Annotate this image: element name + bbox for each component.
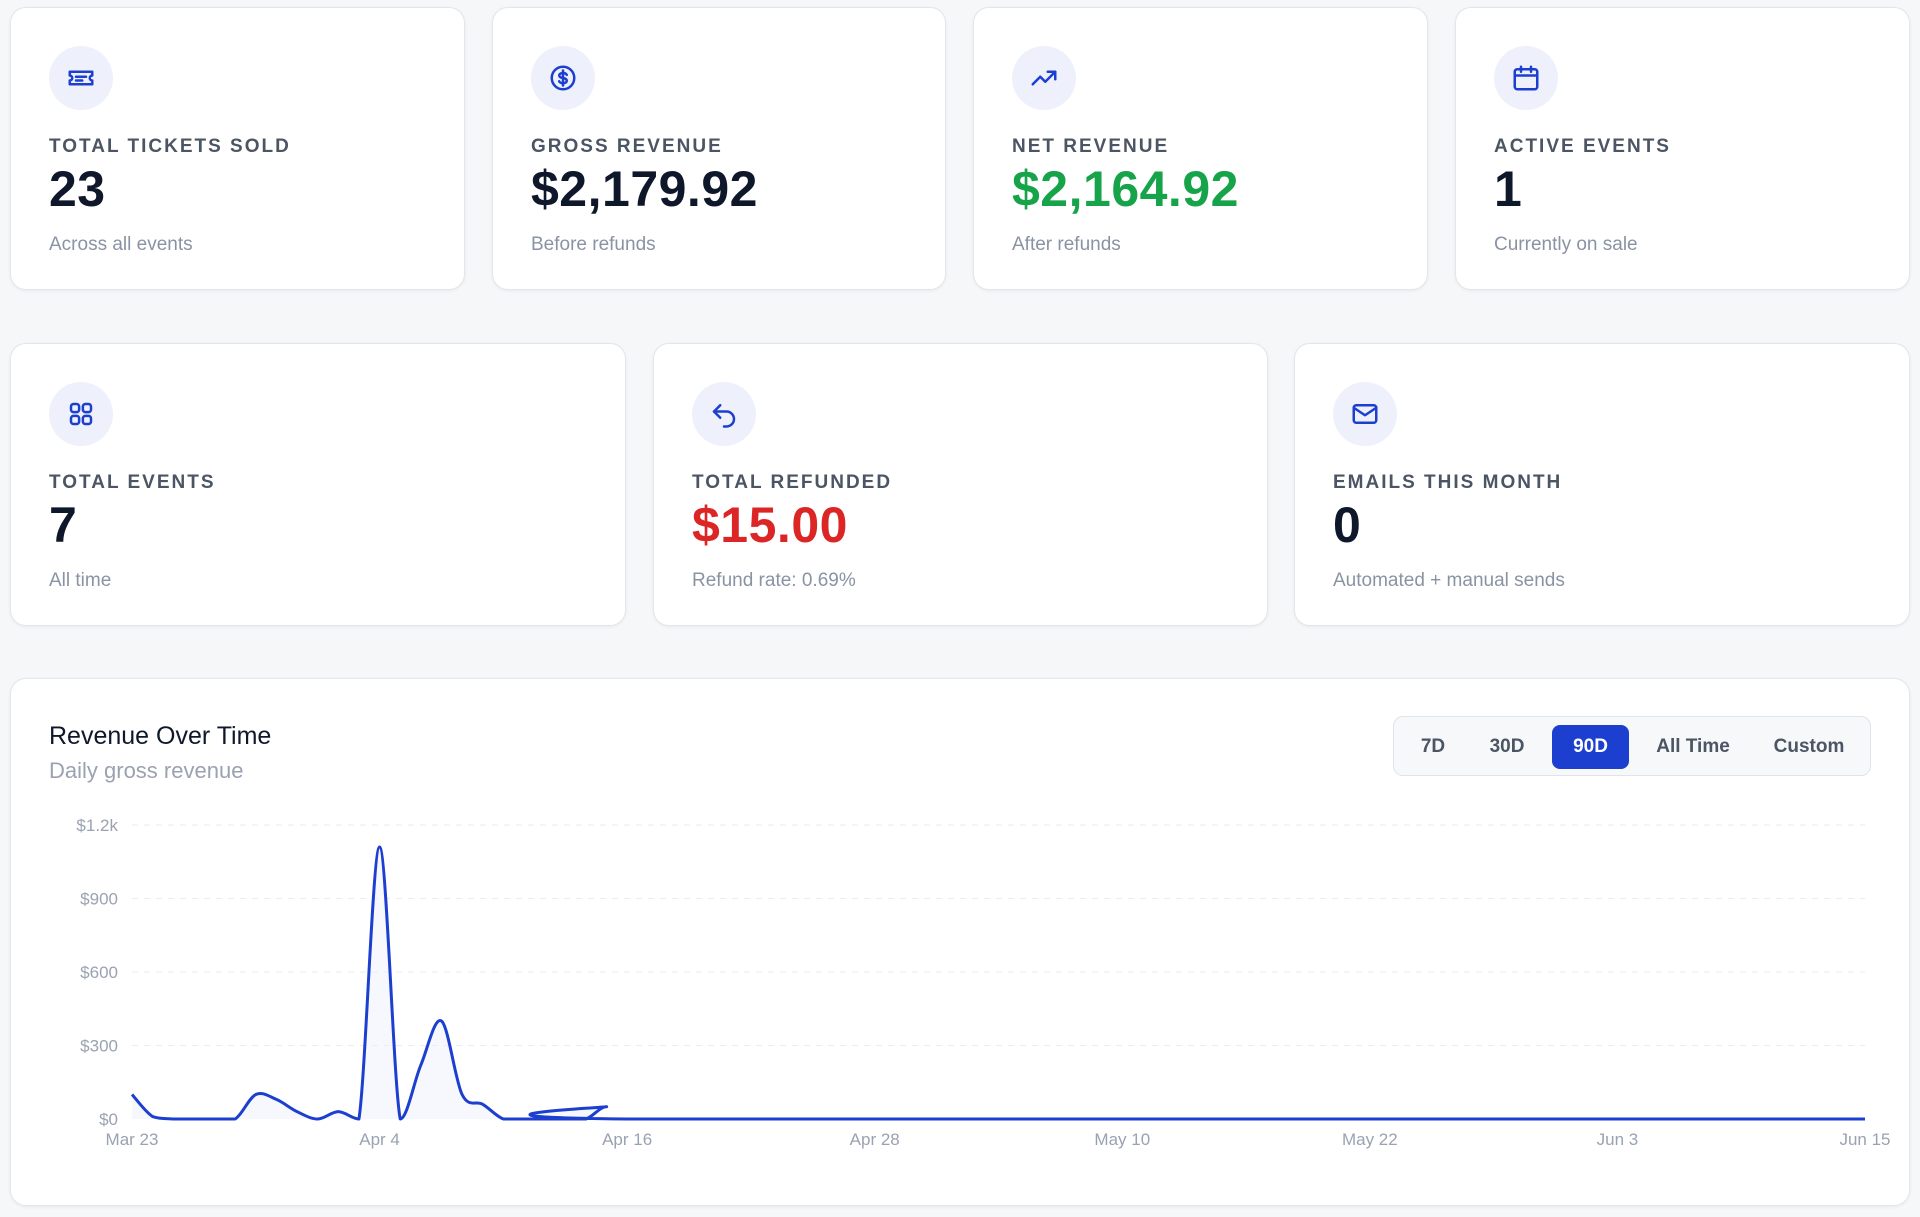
x-tick-label: May 22	[1342, 1130, 1398, 1149]
revenue-data-point	[130, 1093, 134, 1097]
stat-card-net-revenue: NET REVENUE $2,164.92 After refunds	[973, 7, 1428, 290]
range-90d-button[interactable]: 90D	[1552, 725, 1629, 769]
revenue-data-point	[460, 1093, 464, 1097]
stat-value: $2,164.92	[1012, 161, 1239, 217]
x-tick-label: Mar 23	[106, 1130, 159, 1149]
mail-icon	[1333, 382, 1397, 446]
revenue-data-point	[481, 1102, 485, 1106]
revenue-series-line	[130, 845, 1865, 1121]
revenue-data-point	[254, 1093, 258, 1097]
revenue-data-point	[501, 1117, 505, 1121]
revenue-data-point	[357, 1117, 361, 1121]
revenue-data-point	[336, 1110, 340, 1114]
x-tick-label: May 10	[1094, 1130, 1150, 1149]
x-tick-label: Jun 15	[1839, 1130, 1890, 1149]
stat-card-emails: EMAILS THIS MONTH 0 Automated + manual s…	[1294, 343, 1910, 626]
grid-icon	[49, 382, 113, 446]
stat-subtext: Refund rate: 0.69%	[692, 570, 856, 591]
range-all-time-button[interactable]: All Time	[1656, 736, 1730, 757]
stat-value: 23	[49, 161, 106, 217]
revenue-data-point	[378, 845, 382, 849]
calendar-icon	[1494, 46, 1558, 110]
trending-up-icon	[1012, 46, 1076, 110]
x-tick-label: Jun 3	[1597, 1130, 1639, 1149]
y-tick-label: $0	[99, 1110, 118, 1129]
stat-label: NET REVENUE	[1012, 136, 1170, 157]
stat-value: $15.00	[692, 497, 848, 553]
revenue-data-point	[398, 1117, 402, 1121]
revenue-data-point	[151, 1115, 155, 1119]
stat-label: EMAILS THIS MONTH	[1333, 472, 1563, 493]
revenue-data-point	[316, 1117, 320, 1121]
stat-label: TOTAL REFUNDED	[692, 472, 893, 493]
stat-subtext: All time	[49, 570, 112, 591]
stat-value: 1	[1494, 161, 1523, 217]
stat-label: TOTAL TICKETS SOLD	[49, 136, 291, 157]
y-tick-label: $600	[80, 963, 118, 982]
revenue-data-point	[625, 1117, 629, 1121]
stat-value: 0	[1333, 497, 1362, 553]
revenue-data-point	[439, 1019, 443, 1023]
revenue-data-point	[213, 1117, 217, 1121]
stat-card-tickets: TOTAL TICKETS SOLD 23 Across all events	[10, 7, 465, 290]
stat-value: 7	[49, 497, 78, 553]
y-tick-label: $300	[80, 1037, 118, 1056]
range-selector: 7D 30D 90D All Time Custom	[1393, 716, 1871, 776]
revenue-data-point	[192, 1117, 196, 1121]
chart-subtitle: Daily gross revenue	[49, 758, 244, 783]
stat-label: ACTIVE EVENTS	[1494, 136, 1671, 157]
x-tick-label: Apr 4	[359, 1130, 400, 1149]
stat-value: $2,179.92	[531, 161, 758, 217]
revenue-data-point	[605, 1105, 609, 1109]
stat-card-total-events: TOTAL EVENTS 7 All time	[10, 343, 626, 626]
y-tick-label: $1.2k	[76, 816, 118, 835]
stat-subtext: Across all events	[49, 234, 193, 255]
revenue-data-point	[563, 1117, 567, 1121]
stat-subtext: Before refunds	[531, 234, 656, 255]
stat-card-total-refunded: TOTAL REFUNDED $15.00 Refund rate: 0.69%	[653, 343, 1268, 626]
x-tick-label: Apr 28	[850, 1130, 900, 1149]
revenue-data-point	[419, 1063, 423, 1067]
revenue-data-point	[584, 1117, 588, 1121]
stat-label: TOTAL EVENTS	[49, 472, 216, 493]
range-30d-button[interactable]: 30D	[1489, 736, 1525, 757]
revenue-data-point	[522, 1117, 526, 1121]
stat-subtext: Currently on sale	[1494, 234, 1638, 255]
x-tick-label: Apr 16	[602, 1130, 652, 1149]
revenue-data-point	[274, 1097, 278, 1101]
y-tick-label: $900	[80, 890, 118, 909]
stat-subtext: After refunds	[1012, 234, 1121, 255]
stat-card-gross-revenue: GROSS REVENUE $2,179.92 Before refunds	[492, 7, 946, 290]
ticket-icon	[49, 46, 113, 110]
revenue-data-point	[171, 1117, 175, 1121]
dollar-circle-icon	[531, 46, 595, 110]
undo-icon	[692, 382, 756, 446]
chart-title: Revenue Over Time	[49, 722, 272, 750]
stat-label: GROSS REVENUE	[531, 136, 723, 157]
range-7d-button[interactable]: 7D	[1420, 736, 1446, 757]
revenue-data-point	[295, 1110, 299, 1114]
stat-subtext: Automated + manual sends	[1333, 570, 1565, 591]
revenue-data-point	[1863, 1117, 1867, 1121]
stat-card-active-events: ACTIVE EVENTS 1 Currently on sale	[1455, 7, 1910, 290]
revenue-data-point	[233, 1117, 237, 1121]
revenue-data-point	[543, 1117, 547, 1121]
range-custom-button[interactable]: Custom	[1773, 736, 1845, 757]
